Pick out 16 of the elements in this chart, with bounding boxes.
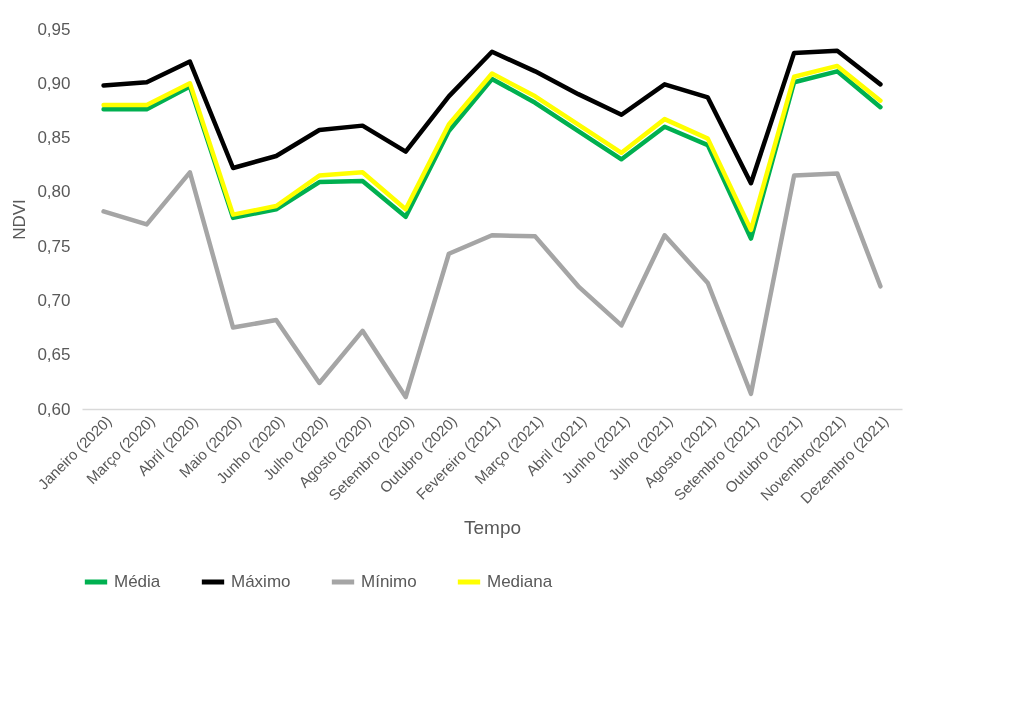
legend-label: Máximo bbox=[231, 572, 291, 591]
legend-label: Mediana bbox=[487, 572, 553, 591]
legend-label: Mínimo bbox=[361, 572, 417, 591]
line-series bbox=[101, 170, 883, 400]
y-tick-label: 0,75 bbox=[37, 236, 71, 256]
legend-label: Média bbox=[114, 572, 161, 591]
y-tick-label: 0,65 bbox=[37, 345, 71, 365]
y-axis-title: NDVI bbox=[10, 199, 30, 240]
y-tick-label: 0,95 bbox=[37, 19, 71, 39]
y-tick-label: 0,80 bbox=[37, 182, 71, 202]
y-tick-label: 0,85 bbox=[37, 128, 71, 148]
y-tick-label: 0,60 bbox=[37, 399, 71, 419]
y-tick-label: 0,90 bbox=[37, 73, 71, 93]
y-tick-label: 0,70 bbox=[37, 290, 71, 310]
x-axis-title: Tempo bbox=[463, 516, 522, 538]
line-series bbox=[101, 48, 883, 186]
